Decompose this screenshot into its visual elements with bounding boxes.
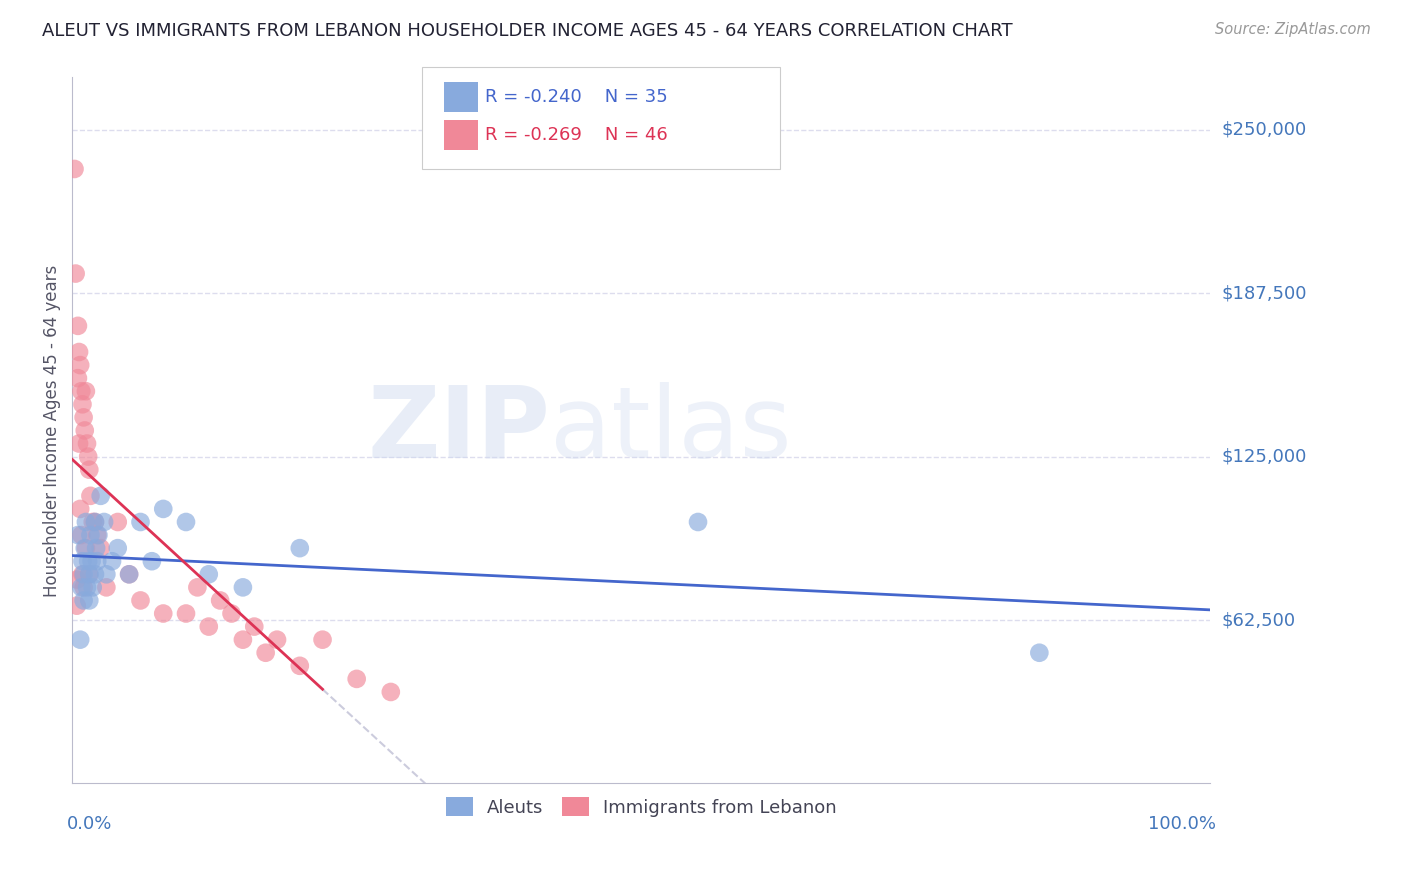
Point [79, 528, 101, 542]
Point [87, 528, 110, 542]
Point [174, 515, 197, 529]
Point [79, 567, 101, 582]
Point [1028, 646, 1050, 660]
Point [232, 580, 254, 594]
Point [380, 685, 402, 699]
Text: $125,000: $125,000 [1222, 448, 1306, 466]
Point [96, 567, 118, 582]
Point [75, 384, 97, 399]
Point [686, 515, 709, 529]
Point [79, 593, 101, 607]
Point [141, 554, 163, 568]
Legend: Aleuts, Immigrants from Lebanon: Aleuts, Immigrants from Lebanon [439, 790, 844, 824]
Point [69, 632, 91, 647]
Point [69, 502, 91, 516]
Text: ZIP: ZIP [367, 382, 550, 479]
Point [66, 318, 89, 333]
Point [311, 632, 333, 647]
Text: Source: ZipAtlas.com: Source: ZipAtlas.com [1215, 22, 1371, 37]
Point [129, 593, 152, 607]
Point [66, 528, 89, 542]
Point [243, 619, 266, 633]
Point [346, 672, 368, 686]
Text: $62,500: $62,500 [1222, 611, 1295, 629]
Point [73, 424, 96, 438]
Point [79, 567, 101, 582]
Point [84, 567, 107, 582]
Point [66, 371, 89, 385]
Point [90, 489, 112, 503]
Point [72, 567, 94, 582]
Point [152, 607, 174, 621]
Text: 100.0%: 100.0% [1147, 815, 1216, 833]
Point [232, 632, 254, 647]
Point [72, 410, 94, 425]
Point [77, 450, 100, 464]
Point [288, 541, 311, 556]
Text: R = -0.240    N = 35: R = -0.240 N = 35 [485, 88, 668, 106]
Point [72, 397, 94, 411]
Point [107, 541, 129, 556]
Point [72, 580, 94, 594]
Point [118, 567, 141, 582]
Point [129, 515, 152, 529]
Y-axis label: Householder Income Ages 45 - 64 years: Householder Income Ages 45 - 64 years [44, 264, 60, 597]
Point [70, 528, 93, 542]
Point [221, 607, 243, 621]
Text: R = -0.269    N = 46: R = -0.269 N = 46 [485, 126, 668, 144]
Text: 0.0%: 0.0% [66, 815, 112, 833]
Point [197, 567, 219, 582]
Point [186, 580, 208, 594]
Point [75, 541, 97, 556]
Text: ALEUT VS IMMIGRANTS FROM LEBANON HOUSEHOLDER INCOME AGES 45 - 64 YEARS CORRELATI: ALEUT VS IMMIGRANTS FROM LEBANON HOUSEHO… [42, 22, 1012, 40]
Point [96, 580, 118, 594]
Point [69, 358, 91, 372]
Point [63, 161, 86, 176]
Point [79, 489, 101, 503]
Text: atlas: atlas [550, 382, 792, 479]
Point [93, 515, 115, 529]
Point [72, 567, 94, 582]
Text: $250,000: $250,000 [1222, 120, 1306, 139]
Point [72, 554, 94, 568]
Point [266, 632, 288, 647]
Point [86, 528, 108, 542]
Point [77, 554, 100, 568]
Point [84, 515, 107, 529]
Point [288, 658, 311, 673]
Point [67, 436, 90, 450]
Point [66, 599, 89, 613]
Point [90, 541, 112, 556]
Point [70, 384, 93, 399]
Point [209, 593, 232, 607]
Point [65, 267, 87, 281]
Point [118, 567, 141, 582]
Point [197, 619, 219, 633]
Point [82, 580, 104, 594]
Point [76, 580, 98, 594]
Point [73, 541, 96, 556]
Point [80, 554, 103, 568]
Point [152, 502, 174, 516]
Point [107, 515, 129, 529]
Point [84, 541, 107, 556]
Point [101, 554, 124, 568]
Point [86, 554, 108, 568]
Point [76, 436, 98, 450]
Point [174, 607, 197, 621]
Text: $187,500: $187,500 [1222, 285, 1306, 302]
Point [82, 515, 104, 529]
Point [79, 463, 101, 477]
Point [70, 580, 93, 594]
Point [254, 646, 277, 660]
Point [66, 573, 89, 587]
Point [84, 515, 107, 529]
Point [75, 515, 97, 529]
Point [67, 345, 90, 359]
Point [72, 593, 94, 607]
